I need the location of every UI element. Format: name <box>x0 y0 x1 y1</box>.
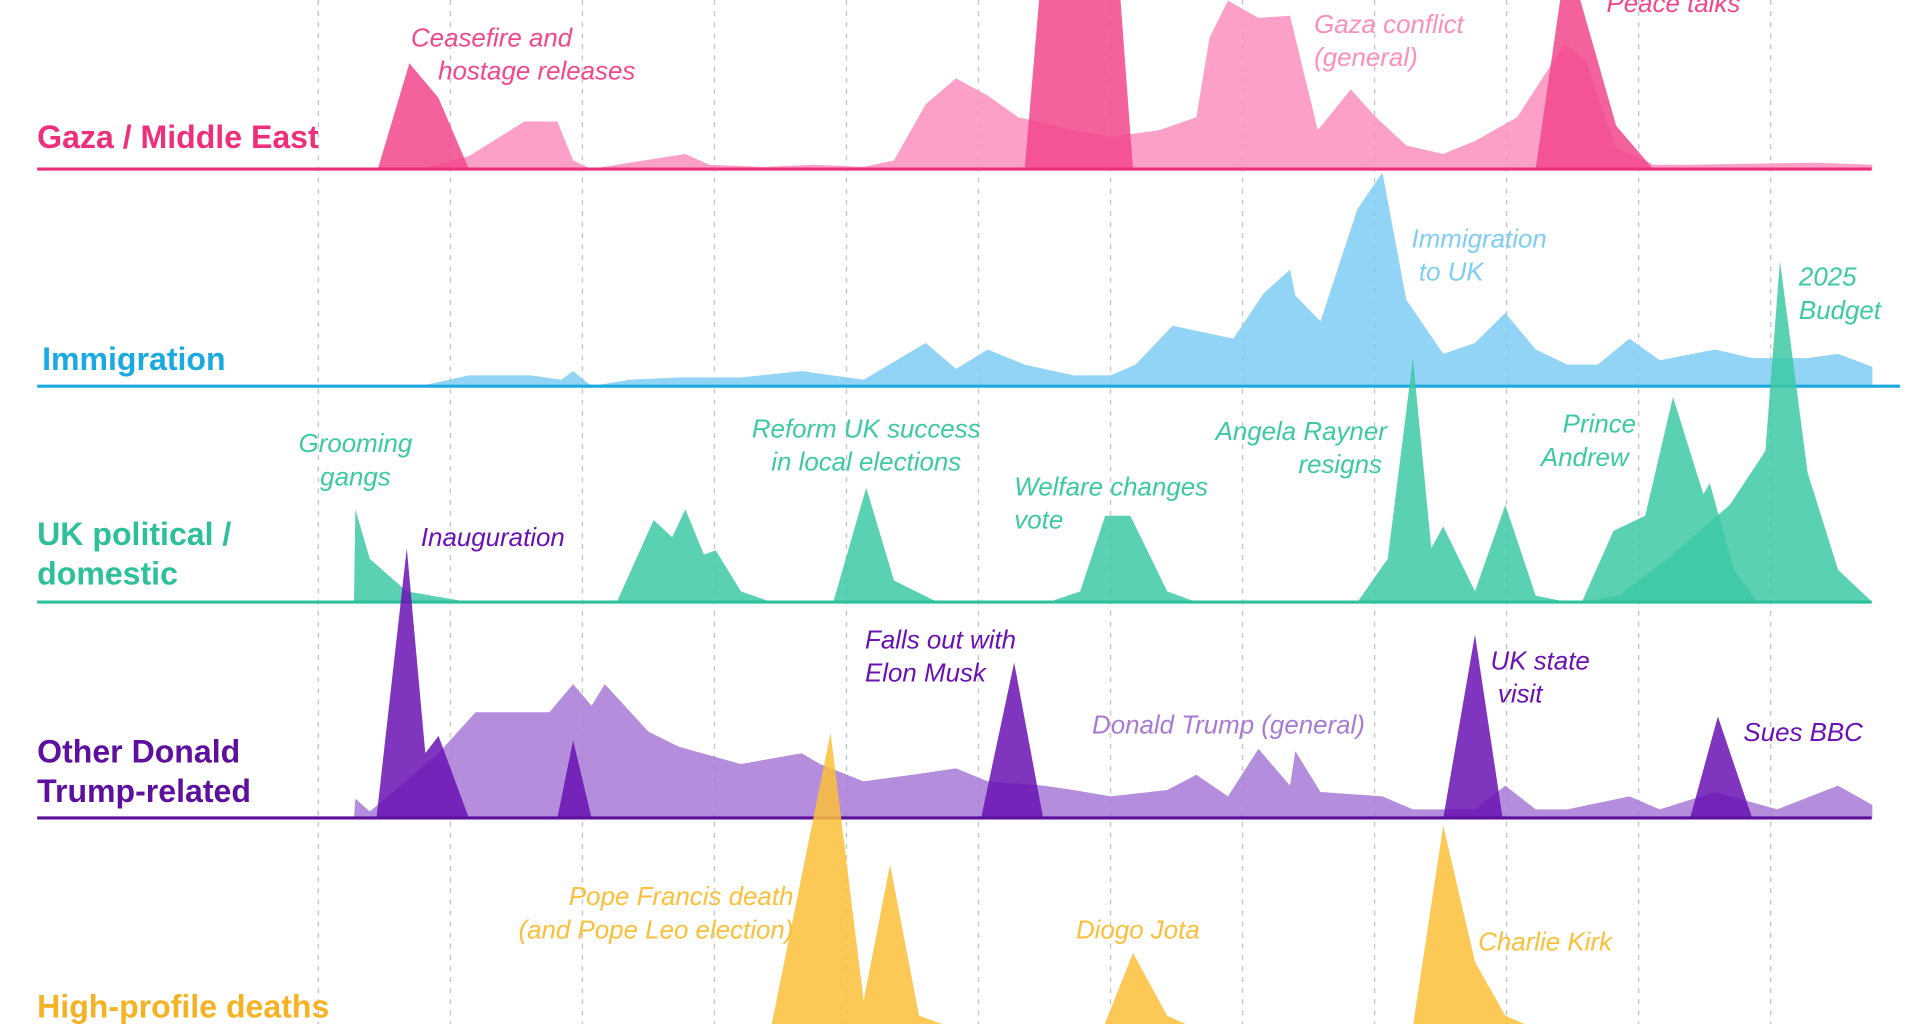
text-line: gangs <box>320 464 391 492</box>
series-label: Gaza conflict (general) <box>1314 11 1465 72</box>
area <box>1535 0 1654 170</box>
text-line: hostage releases <box>438 58 635 86</box>
series-label: Sues BBC <box>1743 719 1863 747</box>
series-label: Diogo Jota <box>1076 916 1200 944</box>
text-line: Other Donald <box>37 733 240 769</box>
text-line: resigns <box>1298 451 1382 479</box>
text-line: UK state <box>1491 647 1590 675</box>
series-label: Immigration to UK <box>1412 225 1547 286</box>
series-label: Grooming gangs <box>299 430 413 491</box>
panel-title: UK political / domestic <box>37 516 231 591</box>
text-line: visit <box>1498 681 1544 709</box>
text-line: Immigration <box>1412 225 1547 253</box>
area <box>419 172 1873 387</box>
area <box>377 0 1133 170</box>
text-line: Falls out with <box>865 626 1016 654</box>
panel-title: High-profile deaths <box>37 989 329 1024</box>
area <box>1581 260 1873 603</box>
text-line: Prince <box>1563 410 1636 438</box>
area <box>616 487 938 603</box>
panel-title: Other Donald Trump-related <box>37 733 251 808</box>
text-line: Angela Rayner <box>1214 418 1389 446</box>
text-line: Sues BBC <box>1743 719 1863 747</box>
area <box>1104 953 1186 1024</box>
area <box>353 684 1873 818</box>
text-line: Grooming <box>299 430 413 458</box>
area <box>1357 358 1568 603</box>
text-line: Diogo Jota <box>1076 916 1200 944</box>
series-label: Welfare changes vote <box>1014 473 1208 534</box>
series-label: Charlie Kirk <box>1478 929 1614 957</box>
panel-title: Immigration <box>42 341 225 377</box>
area <box>376 548 592 818</box>
text-line: Peace talks <box>1606 0 1740 18</box>
area <box>981 662 1044 818</box>
panel-title: Gaza / Middle East <box>37 119 319 155</box>
text-line: Donald Trump (general) <box>1092 712 1365 740</box>
grid <box>317 0 1772 1024</box>
series-label: 2025 Budget <box>1798 264 1883 325</box>
series-label: UK state visit <box>1491 647 1590 708</box>
series-label: Ceasefire and hostage releases <box>411 24 635 85</box>
text-line: High-profile deaths <box>37 989 329 1024</box>
text-line: Charlie Kirk <box>1478 929 1614 957</box>
area <box>1048 515 1197 603</box>
text-line: Budget <box>1799 297 1883 325</box>
series-label: Pope Francis death (and Pope Leo election… <box>519 883 794 944</box>
text-line: Welfare changes <box>1014 473 1208 501</box>
text-line: Gaza / Middle East <box>37 119 319 155</box>
text-line: UK political / <box>37 516 231 552</box>
text-line: 2025 <box>1798 264 1857 292</box>
text-line: vote <box>1014 507 1063 535</box>
series-label: Angela Rayner resigns <box>1214 418 1389 479</box>
text-line: Elon Musk <box>865 660 988 688</box>
series-label: Inauguration <box>421 524 565 552</box>
series-label: Donald Trump (general) <box>1092 712 1365 740</box>
text-line: (and Pope Leo election) <box>519 916 794 944</box>
series-label: Prince Andrew <box>1539 410 1636 471</box>
text-line: in local elections <box>771 449 961 477</box>
text-line: Andrew <box>1539 444 1631 472</box>
series-label: Reform UK success in local elections <box>752 415 981 476</box>
text-line: Trump-related <box>37 773 251 809</box>
text-line: Pope Francis death <box>569 883 794 911</box>
area <box>419 0 1873 170</box>
text-line: Ceasefire and <box>411 24 574 52</box>
series-label: Falls out with Elon Musk <box>865 626 1016 687</box>
area <box>1413 825 1525 1024</box>
text-line: Reform UK success <box>752 415 981 443</box>
area <box>1443 634 1503 818</box>
text-line: Immigration <box>42 341 225 377</box>
text-line: Gaza conflict <box>1314 11 1465 39</box>
area <box>1690 716 1753 818</box>
area <box>353 509 469 603</box>
text-line: Inauguration <box>421 524 565 552</box>
text-line: domestic <box>37 556 178 592</box>
series-label: Peace talks <box>1606 0 1740 18</box>
text-line: (general) <box>1314 44 1418 72</box>
text-line: to UK <box>1419 259 1485 287</box>
area <box>771 732 943 1024</box>
